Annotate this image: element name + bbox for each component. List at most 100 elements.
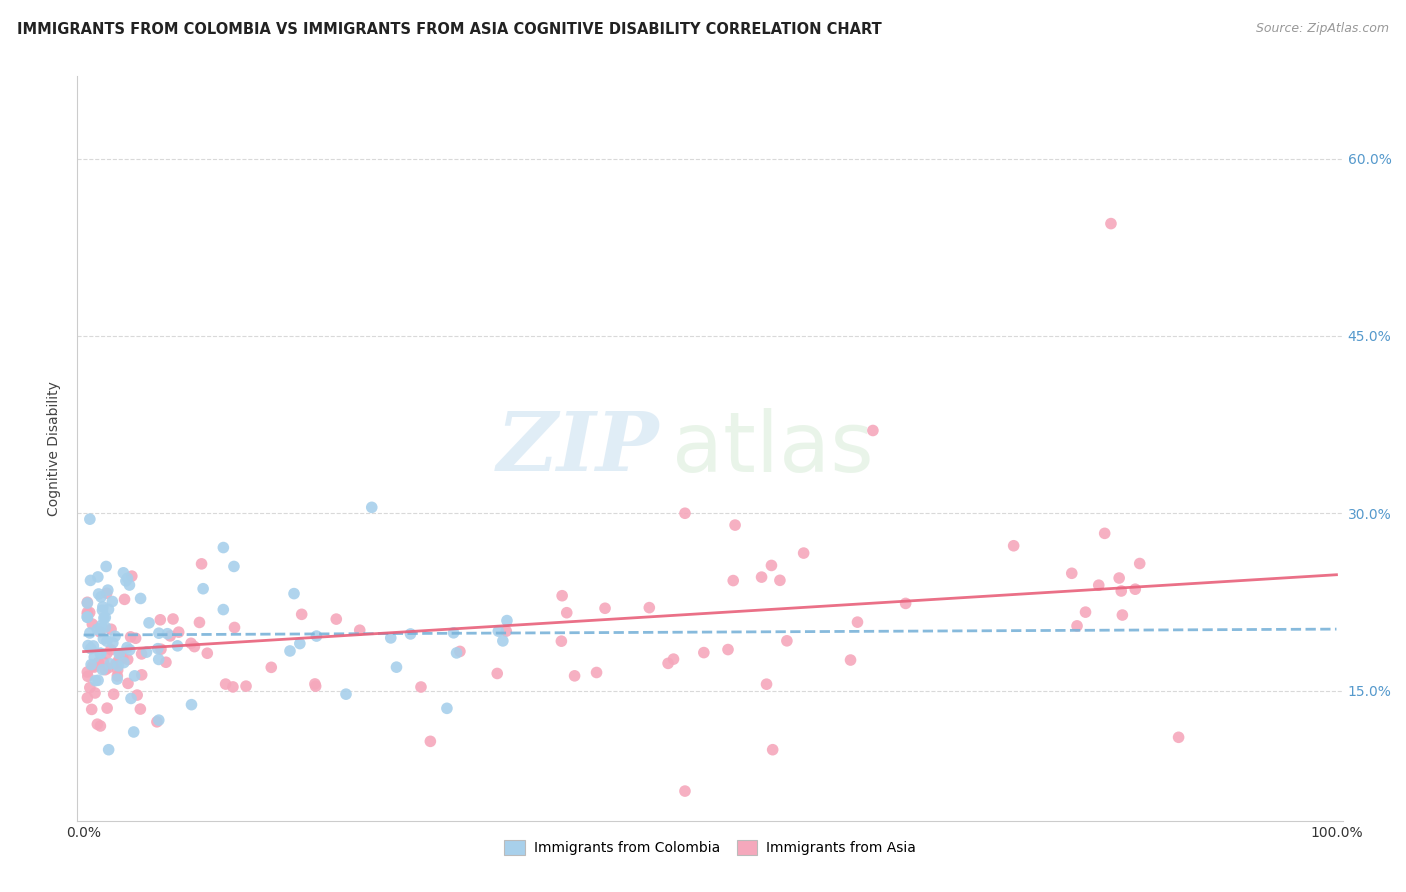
Point xyxy=(894,596,917,610)
Point xyxy=(443,625,465,640)
Point xyxy=(188,615,211,630)
Point xyxy=(1066,619,1088,633)
Point xyxy=(148,713,170,727)
Point xyxy=(180,636,202,650)
Point xyxy=(118,578,141,592)
Point xyxy=(118,643,141,657)
Point xyxy=(117,652,139,666)
Point xyxy=(80,657,103,672)
Point xyxy=(360,500,382,515)
Point xyxy=(103,687,125,701)
Point xyxy=(724,518,747,533)
Point xyxy=(112,566,135,580)
Point xyxy=(96,647,118,661)
Point xyxy=(149,613,172,627)
Point xyxy=(105,669,128,683)
Point xyxy=(304,677,326,691)
Point xyxy=(108,647,131,661)
Point xyxy=(79,626,101,640)
Point xyxy=(1109,584,1132,599)
Point xyxy=(112,656,135,670)
Point xyxy=(1002,539,1025,553)
Point xyxy=(104,629,127,643)
Point xyxy=(127,688,149,702)
Point xyxy=(195,646,218,660)
Point xyxy=(399,627,422,641)
Point xyxy=(117,676,139,690)
Point xyxy=(148,626,170,640)
Point xyxy=(862,424,884,438)
Point xyxy=(717,642,740,657)
Point xyxy=(593,601,616,615)
Point xyxy=(769,574,792,588)
Point xyxy=(550,634,572,648)
Point xyxy=(149,642,172,657)
Point xyxy=(124,632,146,646)
Point xyxy=(585,665,607,680)
Point xyxy=(409,680,432,694)
Point xyxy=(94,559,117,574)
Point xyxy=(97,602,120,616)
Point xyxy=(94,620,117,634)
Text: atlas: atlas xyxy=(672,408,873,489)
Point xyxy=(761,558,783,573)
Point xyxy=(120,691,142,706)
Point xyxy=(122,725,145,739)
Point xyxy=(721,574,744,588)
Point xyxy=(1123,582,1146,597)
Point xyxy=(159,629,181,643)
Point xyxy=(79,512,101,526)
Point xyxy=(107,663,129,677)
Point xyxy=(76,607,98,622)
Point xyxy=(180,698,202,712)
Point xyxy=(84,686,107,700)
Point xyxy=(214,677,236,691)
Point xyxy=(495,624,517,639)
Point xyxy=(80,641,103,656)
Point xyxy=(190,557,212,571)
Point xyxy=(89,624,111,639)
Point xyxy=(76,610,98,624)
Point xyxy=(89,719,111,733)
Point xyxy=(305,679,328,693)
Point xyxy=(436,701,458,715)
Point xyxy=(1099,217,1122,231)
Point xyxy=(162,612,184,626)
Point xyxy=(97,661,120,675)
Point xyxy=(121,569,143,583)
Point xyxy=(76,605,98,619)
Text: ZIP: ZIP xyxy=(496,409,659,488)
Point xyxy=(131,668,153,682)
Point xyxy=(76,669,98,683)
Point xyxy=(146,714,169,729)
Point xyxy=(105,672,128,686)
Point xyxy=(496,614,519,628)
Point xyxy=(283,586,305,600)
Text: IMMIGRANTS FROM COLOMBIA VS IMMIGRANTS FROM ASIA COGNITIVE DISABILITY CORRELATIO: IMMIGRANTS FROM COLOMBIA VS IMMIGRANTS F… xyxy=(17,22,882,37)
Point xyxy=(349,624,371,638)
Point xyxy=(486,624,509,639)
Y-axis label: Cognitive Disability: Cognitive Disability xyxy=(48,381,62,516)
Point xyxy=(79,681,101,695)
Point xyxy=(91,603,114,617)
Point xyxy=(93,632,115,646)
Point xyxy=(120,630,142,644)
Point xyxy=(555,606,578,620)
Point xyxy=(222,559,245,574)
Point xyxy=(657,657,679,671)
Point xyxy=(260,660,283,674)
Point xyxy=(183,640,205,654)
Point xyxy=(222,680,245,694)
Point xyxy=(776,633,799,648)
Point xyxy=(90,647,112,661)
Point xyxy=(76,690,98,705)
Point xyxy=(89,646,111,660)
Point xyxy=(84,673,107,688)
Point xyxy=(91,599,114,614)
Point xyxy=(90,590,112,604)
Point xyxy=(235,679,257,693)
Point xyxy=(212,541,235,555)
Point xyxy=(101,636,124,650)
Point xyxy=(97,583,120,598)
Point xyxy=(96,634,118,648)
